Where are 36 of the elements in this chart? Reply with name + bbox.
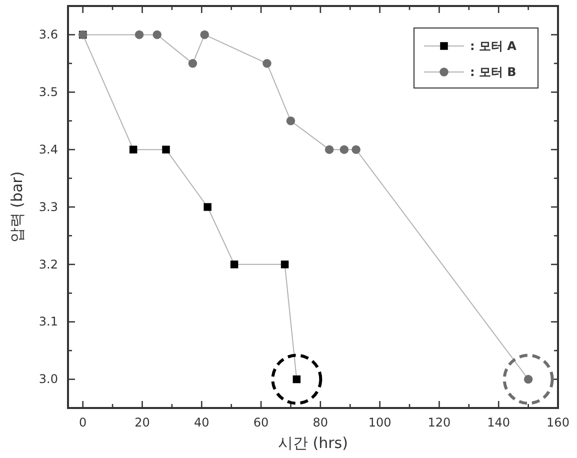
point — [129, 146, 138, 154]
x-tick-label: 60 — [253, 416, 269, 430]
point — [262, 59, 272, 68]
point — [152, 30, 162, 40]
point — [280, 260, 289, 268]
y-tick-label: 3.0 — [38, 372, 58, 386]
point — [340, 145, 349, 154]
x-tick-label: 80 — [312, 416, 328, 430]
x-tick-label: 20 — [134, 416, 150, 430]
point — [200, 30, 209, 40]
x-tick-label: 100 — [368, 416, 392, 430]
y-tick-label: 3.6 — [38, 28, 58, 42]
point — [292, 375, 301, 384]
point — [524, 374, 533, 384]
x-tick-label: 40 — [194, 416, 210, 430]
y-axis-title: 압력 (bar) — [8, 171, 26, 243]
x-tick-label: 160 — [546, 416, 570, 430]
point — [188, 59, 198, 68]
legend-label: : 모터 A — [470, 39, 518, 53]
point — [162, 146, 170, 154]
y-tick-label: 3.5 — [38, 84, 58, 99]
point — [204, 203, 212, 211]
point — [286, 116, 296, 126]
x-axis-title: 시간 (hrs) — [278, 434, 348, 452]
point — [134, 30, 144, 40]
legend-label: : 모터 B — [470, 65, 516, 79]
y-tick-label: 3.4 — [38, 142, 58, 156]
point — [230, 260, 238, 268]
x-tick-label: 0 — [79, 416, 87, 430]
x-tick-label: 140 — [487, 416, 510, 430]
point — [324, 145, 334, 154]
point — [352, 145, 360, 154]
x-tick-label: 120 — [428, 416, 451, 430]
y-tick-label: 3.2 — [38, 257, 58, 272]
y-tick-label: 3.3 — [38, 200, 58, 214]
y-tick-label: 3.1 — [38, 314, 58, 329]
